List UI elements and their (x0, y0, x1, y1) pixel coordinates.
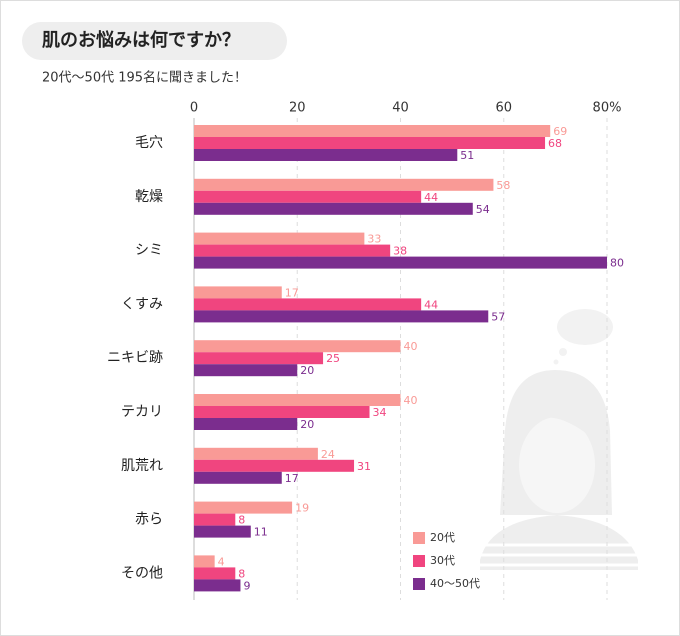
bar (194, 394, 401, 406)
value-label: 51 (460, 149, 474, 162)
value-label: 80 (610, 257, 624, 270)
bar (194, 352, 324, 365)
value-label: 19 (295, 502, 309, 515)
bar (194, 149, 458, 161)
legend-label: 40〜50代 (430, 577, 480, 590)
value-label: 17 (285, 472, 299, 485)
bar (194, 525, 251, 538)
bar (194, 125, 551, 137)
value-label: 57 (491, 310, 505, 323)
category-label: 赤ら (135, 512, 163, 528)
category-label: ニキビ跡 (107, 350, 163, 366)
bar (194, 513, 236, 526)
x-tick-label: 80% (593, 101, 622, 116)
category-label: くすみ (121, 296, 163, 312)
bar (194, 286, 282, 299)
category-label: 肌荒れ (121, 458, 163, 474)
face (519, 417, 595, 513)
chart-subtitle: 20代〜50代 195名に聞きました！ (42, 70, 247, 86)
bar (194, 190, 422, 203)
bangs (518, 398, 595, 440)
bar (194, 137, 546, 149)
value-label: 54 (476, 203, 490, 216)
value-label: 17 (285, 286, 299, 299)
bar (194, 244, 391, 257)
illustration (480, 309, 640, 570)
value-label: 9 (243, 579, 250, 592)
thought-bubble (557, 309, 613, 345)
value-label: 20 (300, 418, 314, 431)
bar (194, 310, 489, 323)
value-label: 58 (496, 179, 510, 192)
value-label: 31 (357, 460, 371, 473)
bar (194, 202, 473, 215)
bar (194, 340, 401, 353)
bar (194, 447, 318, 460)
value-label: 4 (218, 555, 225, 568)
bar (194, 567, 236, 580)
bar (194, 418, 298, 430)
value-label: 40 (404, 394, 418, 407)
value-label: 8 (238, 514, 245, 527)
value-label: 20 (300, 364, 314, 377)
value-label: 68 (548, 137, 562, 150)
value-label: 33 (367, 233, 381, 246)
value-label: 40 (404, 340, 418, 353)
thought-dot (559, 348, 567, 356)
value-label: 24 (321, 448, 335, 461)
value-label: 44 (424, 191, 438, 204)
value-label: 34 (373, 406, 387, 419)
category-label: 乾燥 (135, 189, 163, 205)
bar (194, 459, 355, 472)
value-label: 11 (254, 526, 268, 539)
bar (194, 501, 293, 514)
value-label: 25 (326, 352, 340, 365)
legend-swatch (413, 578, 425, 590)
bar (194, 298, 422, 311)
stripes (480, 543, 640, 567)
value-label: 38 (393, 245, 407, 258)
bar (194, 178, 494, 191)
bar (194, 256, 607, 269)
title-pill (22, 22, 287, 60)
category-label: シミ (135, 243, 163, 259)
bar (194, 232, 365, 245)
category-label: 毛穴 (135, 135, 163, 151)
bar (194, 579, 241, 592)
thought-dot (553, 359, 559, 365)
x-tick-label: 20 (289, 101, 306, 116)
legend-swatch (413, 555, 425, 567)
value-label: 69 (553, 125, 567, 138)
legend-label: 20代 (430, 531, 455, 544)
category-label: その他 (121, 565, 163, 581)
bar (194, 471, 282, 484)
legend-swatch (413, 532, 425, 544)
x-tick-label: 60 (495, 101, 512, 116)
legend-label: 30代 (430, 554, 455, 567)
x-tick-label: 40 (392, 101, 409, 116)
category-label: テカリ (121, 404, 163, 420)
bar (194, 406, 370, 418)
chart-title: 肌のお悩みは何ですか？ (42, 29, 240, 51)
bar (194, 364, 298, 377)
x-tick-label: 0 (190, 101, 198, 116)
value-label: 8 (238, 567, 245, 580)
bar (194, 555, 215, 568)
value-label: 44 (424, 298, 438, 311)
